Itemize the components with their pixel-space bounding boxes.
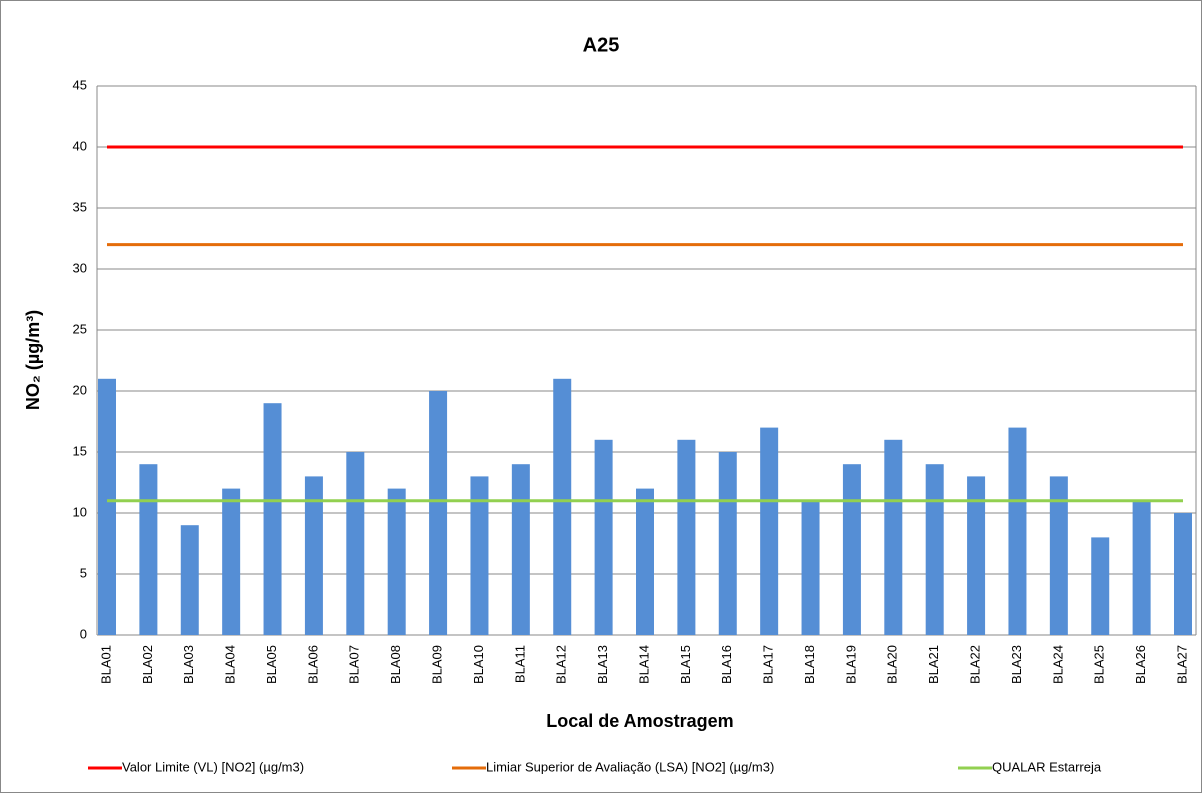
bar (1008, 427, 1027, 635)
x-tick-label: BLA18 (802, 645, 817, 684)
x-tick-label: BLA07 (347, 645, 362, 684)
bar (387, 488, 406, 635)
x-tick-label: BLA26 (1133, 645, 1148, 684)
x-tick-label: BLA01 (98, 645, 113, 684)
bar (180, 525, 199, 635)
bar (304, 476, 323, 635)
x-tick-label: BLA27 (1174, 645, 1189, 684)
bar (139, 464, 158, 635)
y-tick-label: 20 (73, 382, 87, 397)
bar (429, 391, 448, 635)
bar (925, 464, 944, 635)
bar (636, 488, 654, 635)
y-tick-label: 10 (73, 504, 87, 519)
x-tick-label: BLA09 (430, 645, 445, 684)
x-tick-label: BLA22 (968, 645, 983, 684)
bar (677, 439, 696, 635)
bar (470, 476, 489, 635)
bar (263, 403, 282, 635)
x-axis-title: Local de Amostragem (546, 711, 733, 731)
x-tick-label: BLA21 (926, 645, 941, 684)
bar (511, 464, 530, 635)
x-tick-label: BLA23 (1009, 645, 1024, 684)
y-axis-title: NO₂ (µg/m³) (23, 310, 43, 410)
x-tick-label: BLA03 (181, 645, 196, 684)
bar (760, 427, 779, 635)
x-tick-label: BLA12 (554, 645, 569, 684)
x-tick-label: BLA13 (595, 645, 610, 684)
legend-label: Limiar Superior de Avaliação (LSA) [NO2]… (486, 759, 774, 774)
bar (718, 452, 737, 635)
x-tick-label: BLA24 (1050, 645, 1065, 684)
y-tick-label: 0 (80, 626, 87, 641)
x-tick-label: BLA04 (223, 645, 238, 684)
bar (967, 476, 986, 635)
y-tick-label: 30 (73, 260, 87, 275)
bar (801, 500, 820, 635)
bar (1049, 476, 1068, 635)
x-tick-label: BLA11 (512, 645, 527, 683)
y-tick-label: 15 (73, 443, 87, 458)
y-tick-label: 35 (73, 199, 87, 214)
y-tick-label: 45 (73, 77, 87, 92)
bar (1091, 537, 1110, 635)
bar (346, 452, 365, 635)
x-tick-label: BLA20 (885, 645, 900, 684)
x-tick-label: BLA05 (264, 645, 279, 684)
y-tick-label: 5 (80, 565, 87, 580)
chart-title: A25 (583, 34, 620, 56)
bar (884, 439, 903, 635)
y-tick-label: 25 (73, 321, 87, 336)
bar (98, 378, 116, 635)
bar (222, 488, 241, 635)
legend-label: Valor Limite (VL) [NO2] (µg/m3) (122, 759, 304, 774)
bar (842, 464, 861, 635)
x-tick-label: BLA16 (719, 645, 734, 684)
x-tick-label: BLA25 (1092, 645, 1107, 684)
legend-label: QUALAR Estarreja (992, 759, 1102, 774)
x-tick-label: BLA10 (471, 645, 486, 684)
bar (594, 439, 613, 635)
x-tick-label: BLA15 (678, 645, 693, 684)
y-tick-label: 40 (73, 138, 87, 153)
bar (1174, 513, 1192, 635)
bar (553, 378, 572, 635)
x-tick-label: BLA08 (388, 645, 403, 684)
x-tick-label: BLA14 (636, 645, 651, 684)
x-tick-label: BLA17 (761, 645, 776, 684)
x-tick-label: BLA06 (305, 645, 320, 684)
x-tick-label: BLA19 (843, 645, 858, 684)
bar (1132, 500, 1151, 635)
x-tick-label: BLA02 (140, 645, 155, 684)
